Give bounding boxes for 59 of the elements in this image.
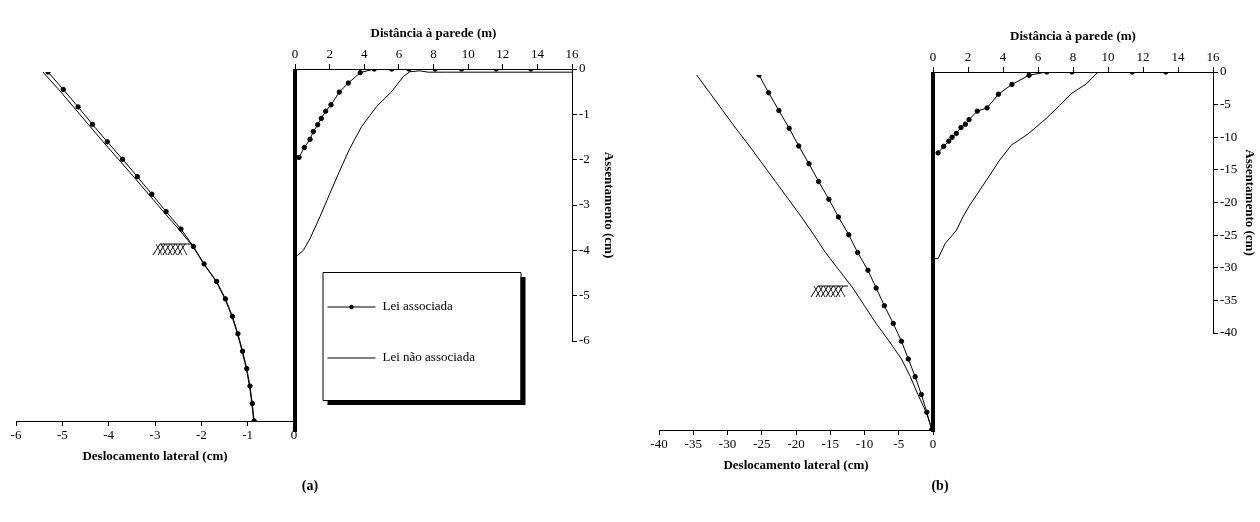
x-tick-label: 0 (291, 45, 299, 61)
x-tick-label: -4 (103, 427, 115, 443)
y-tick-label: -6 (579, 332, 591, 348)
y-tick-label: -35 (1220, 291, 1238, 307)
x-tick-label: 6 (1034, 48, 1042, 64)
y-tick-label: -5 (1220, 96, 1231, 112)
x-tick-label: 12 (496, 45, 510, 61)
x-tick-label: -25 (753, 436, 771, 452)
x-tick-label: 6 (395, 45, 403, 61)
x-tick-label: 2 (326, 45, 333, 61)
x-tick-label: 2 (964, 48, 972, 64)
x-tick-label: 10 (1101, 48, 1115, 64)
y-tick-label: -20 (1220, 193, 1238, 209)
x-tick-label: -40 (650, 436, 668, 452)
y-axis-title: Assentamento (cm) (601, 151, 617, 259)
y-tick-label: -15 (1220, 161, 1238, 177)
x-tick-label: 10 (461, 45, 475, 61)
x-tick-label: 14 (530, 45, 545, 61)
x-axis-title: Distância à parede (m) (370, 25, 497, 41)
y-tick-label: -2 (579, 151, 590, 167)
x-tick-label: -1 (242, 427, 254, 443)
y-tick-label: -4 (579, 241, 591, 257)
legend-label: Lei não associada (382, 349, 476, 365)
y-tick-label: -1 (579, 105, 590, 121)
y-tick-label: 0 (1220, 63, 1227, 79)
x-tick-label: 14 (1171, 48, 1185, 64)
x-tick-label: -35 (684, 436, 702, 452)
x-tick-label: 12 (1136, 48, 1150, 64)
x-tick-label: -10 (855, 436, 874, 452)
y-tick-label: -3 (579, 196, 590, 212)
x-tick-label: 16 (565, 45, 579, 61)
x-tick-label: 16 (1206, 48, 1220, 64)
y-tick-label: 0 (579, 60, 586, 76)
text: (a) (300, 478, 320, 494)
text: (b) (930, 478, 950, 494)
x-axis-title: Deslocamento lateral (cm) (82, 447, 228, 463)
y-tick-label: -5 (579, 287, 590, 303)
x-tick-label: -30 (718, 436, 737, 452)
y-tick-label: -10 (1220, 128, 1238, 144)
x-tick-label: 8 (430, 45, 437, 61)
x-tick-label: -6 (10, 427, 22, 443)
x-tick-label: -20 (787, 436, 805, 452)
x-axis-title: Deslocamento lateral (cm) (723, 456, 869, 472)
y-tick-label: -25 (1220, 226, 1238, 242)
x-tick-label: -5 (56, 427, 68, 443)
x-tick-label: -15 (821, 436, 839, 452)
x-axis-title: Distância à parede (m) (1010, 28, 1136, 44)
x-tick-label: 0 (929, 436, 937, 452)
legend-label: Lei associada (382, 298, 454, 314)
x-tick-label: 4 (999, 48, 1007, 64)
y-tick-label: -40 (1220, 324, 1238, 340)
y-tick-label: -30 (1220, 259, 1238, 275)
x-tick-label: -3 (149, 427, 161, 443)
x-tick-label: 8 (1069, 48, 1077, 64)
x-tick-label: 4 (361, 45, 368, 61)
x-tick-label: 0 (929, 48, 937, 64)
x-tick-label: -5 (893, 436, 905, 452)
y-axis-title: Assentamento (cm) (1242, 149, 1258, 256)
x-tick-label: -2 (195, 427, 207, 443)
